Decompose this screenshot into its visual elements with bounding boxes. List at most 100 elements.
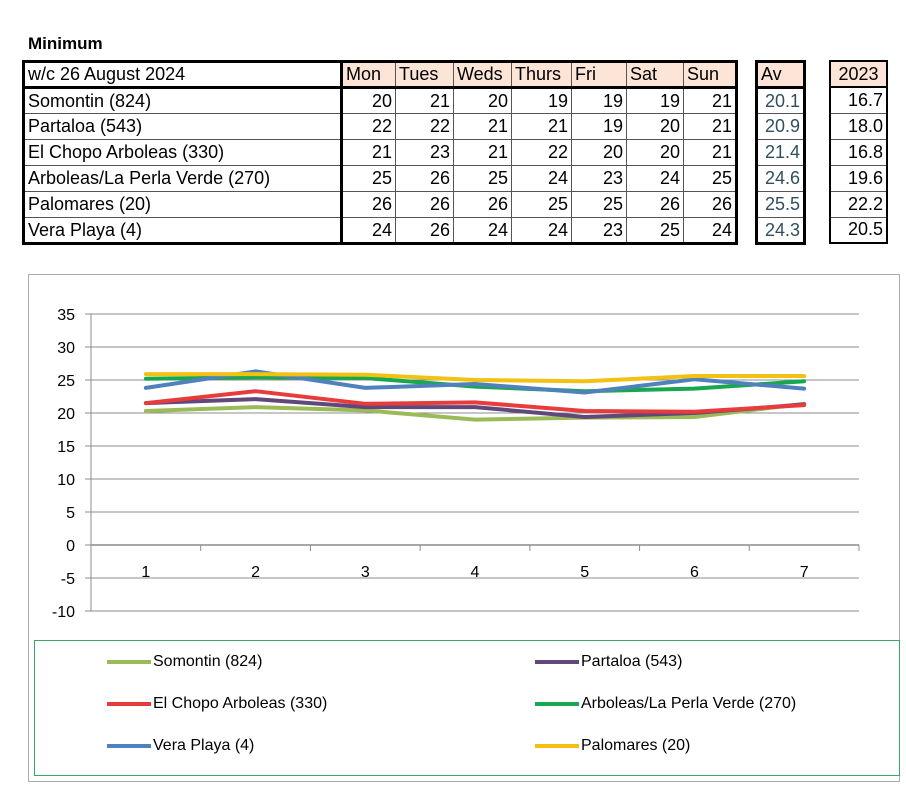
station-name: Somontin (824) [23,87,343,114]
table-row: 20.1 [756,87,805,114]
temp-cell: 21 [395,87,454,114]
day-header: Fri [571,61,627,89]
year-cell: 16.8 [829,138,888,166]
table-row: 20.5 [829,216,888,244]
table-row: 16.8 [829,138,888,166]
chart-legend: Somontin (824) Partaloa (543) El Chopo A… [34,640,900,776]
day-header: Thurs [511,61,572,89]
temp-cell: 25 [683,165,737,192]
year-cell: 20.5 [829,216,888,244]
y-tick-label: -10 [52,604,75,621]
temp-cell: 20 [341,87,396,114]
temp-cell: 21 [683,87,737,114]
average-table: Av 20.1 20.9 21.4 24.6 25.5 24.3 [755,60,806,245]
temp-cell: 25 [571,191,627,218]
legend-swatch [535,744,579,748]
legend-item: Vera Playa (4) [107,737,254,755]
legend-swatch [107,660,151,664]
legend-item: El Chopo Arboleas (330) [107,695,327,713]
table-row: Vera Playa (4) 24 26 24 24 23 25 24 [23,217,737,244]
temp-cell: 26 [453,191,512,218]
legend-label: El Chopo Arboleas (330) [153,695,328,712]
legend-swatch [107,744,151,748]
table-row: Somontin (824) 20 21 20 19 19 19 21 [23,87,737,114]
series-line [143,389,807,414]
day-header: Sat [626,61,684,89]
x-tick-label: 3 [361,564,370,581]
station-name: Partaloa (543) [23,113,343,140]
y-tick-label: 0 [66,538,75,555]
legend-item: Palomares (20) [535,737,690,755]
temp-cell: 25 [341,165,396,192]
temp-cell: 25 [453,165,512,192]
temp-cell: 21 [683,113,737,140]
chart-area [28,274,900,782]
temp-cell: 26 [395,217,454,244]
legend-item: Somontin (824) [107,653,262,671]
temp-cell: 26 [395,165,454,192]
legend-swatch [107,702,151,706]
temp-cell: 25 [626,217,684,244]
week-label: w/c 26 August 2024 [23,61,343,89]
station-name: Palomares (20) [23,191,343,218]
y-tick-label: 25 [57,373,75,390]
temp-cell: 21 [341,139,396,166]
average-header: Av [756,61,805,89]
legend-item: Arboleas/La Perla Verde (270) [535,695,796,713]
y-tick-label: 35 [57,307,75,324]
x-tick-label: 7 [800,564,809,581]
x-tick-label: 2 [251,564,260,581]
x-tick-label: 4 [471,564,480,581]
legend-swatch [535,702,579,706]
station-name: Vera Playa (4) [23,217,343,244]
table-row: Palomares (20) 26 26 26 25 25 26 26 [23,191,737,218]
legend-label: Palomares (20) [581,737,691,754]
legend-label: Partaloa (543) [581,653,683,670]
year-cell: 22.2 [829,190,888,218]
temp-cell: 21 [511,113,572,140]
temp-cell: 22 [511,139,572,166]
temp-cell: 21 [683,139,737,166]
page-title: Minimum [28,34,103,53]
legend-item: Partaloa (543) [535,653,682,671]
table-header-row: w/c 26 August 2024 Mon Tues Weds Thurs F… [23,61,737,89]
y-tick-label: 10 [57,472,75,489]
temp-cell: 26 [626,191,684,218]
temp-cell: 26 [683,191,737,218]
average-cell: 20.9 [756,113,805,140]
series-line [143,372,807,384]
legend-swatch [535,660,579,664]
table-row: Partaloa (543) 22 22 21 21 19 20 21 [23,113,737,140]
y-tick-label: -5 [61,571,75,588]
table-row: 24.3 [756,217,805,244]
temp-cell: 19 [571,113,627,140]
table-row: 16.7 [829,86,888,114]
temp-cell: 23 [395,139,454,166]
temp-cell: 24 [626,165,684,192]
temp-cell: 24 [683,217,737,244]
y-tick-label: 20 [57,406,75,423]
year-2023-table: 2023 16.7 18.0 16.8 19.6 22.2 20.5 [829,60,888,244]
day-header: Tues [395,61,454,89]
x-tick-label: 5 [580,564,589,581]
temp-cell: 20 [453,87,512,114]
legend-label: Arboleas/La Perla Verde (270) [581,695,797,712]
table-row: 22.2 [829,190,888,218]
series-line [143,375,807,394]
year-cell: 16.7 [829,86,888,114]
legend-label: Somontin (824) [153,653,263,670]
legend-label: Vera Playa (4) [153,737,255,754]
average-cell: 24.3 [756,217,805,244]
table-header-row: 2023 [829,60,888,88]
day-header: Sun [683,61,737,89]
y-tick-label: 30 [57,340,75,357]
temp-cell: 24 [341,217,396,244]
temperature-table: w/c 26 August 2024 Mon Tues Weds Thurs F… [22,60,738,245]
table-row: El Chopo Arboleas (330) 21 23 21 22 20 2… [23,139,737,166]
average-cell: 20.1 [756,87,805,114]
table-header-row: Av [756,61,805,89]
temp-cell: 24 [511,217,572,244]
table-row: 20.9 [756,113,805,140]
x-tick-label: 6 [690,564,699,581]
